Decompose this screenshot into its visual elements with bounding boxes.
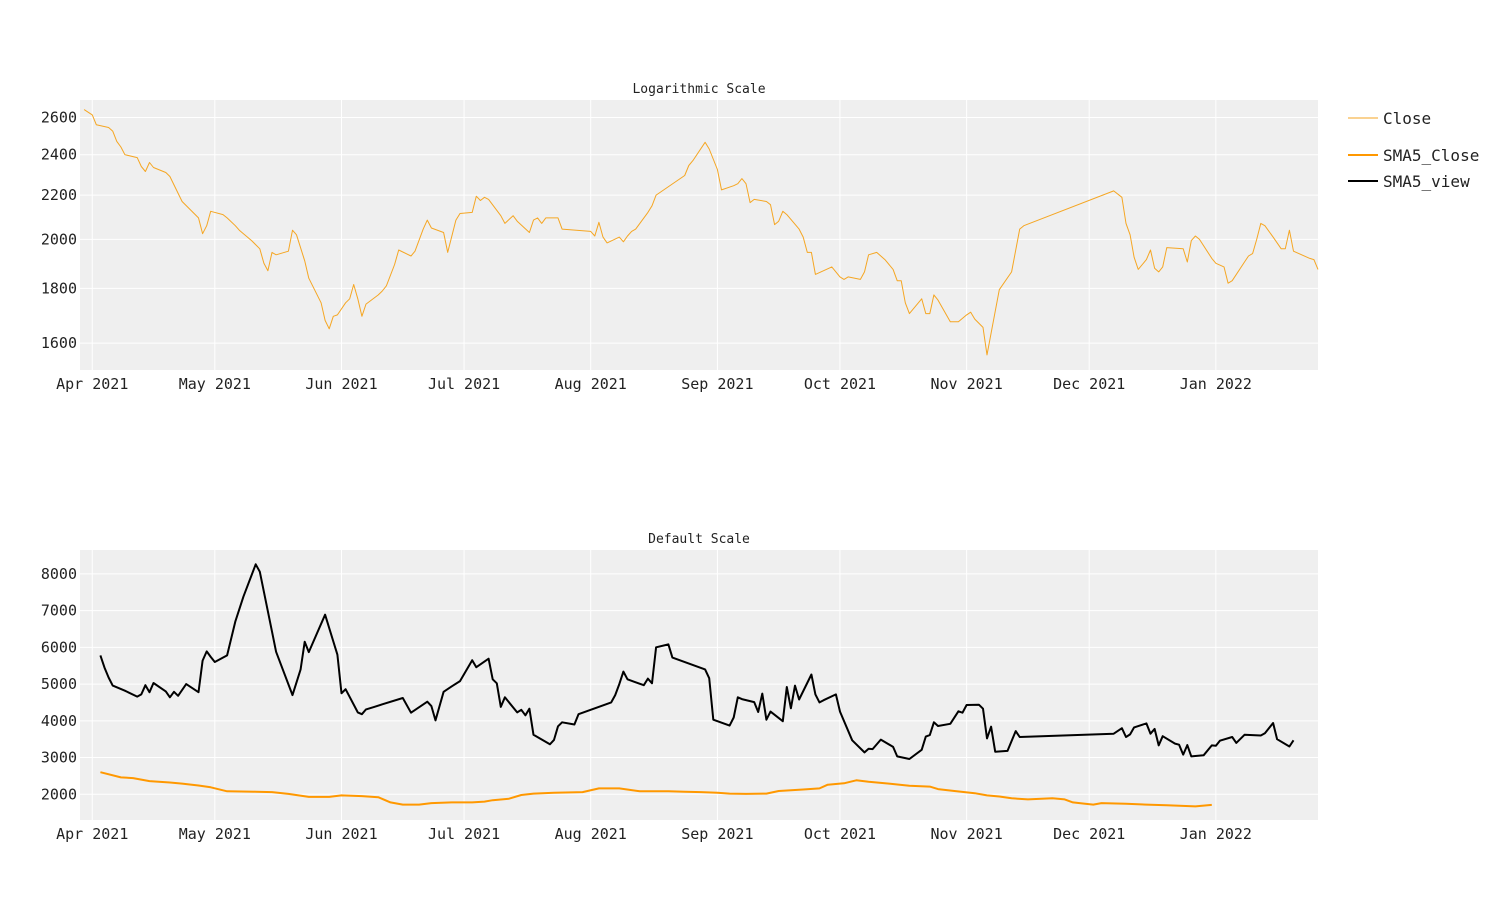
x-tick-label: Oct 2021 (804, 825, 876, 843)
y-tick-label: 2600 (41, 109, 77, 127)
y-tick-label: 2000 (41, 230, 77, 248)
x-tick-label: Jul 2021 (428, 375, 500, 393)
x-tick-label: Apr 2021 (56, 825, 128, 843)
x-tick-label: Jan 2022 (1180, 375, 1252, 393)
series-default (99, 563, 1295, 808)
x-tick-label: Aug 2021 (555, 825, 627, 843)
x-tick-label: Sep 2021 (681, 375, 753, 393)
y-tick-label: 2400 (41, 146, 77, 164)
plot-area-log (80, 100, 1318, 370)
series-line-sma5-view (99, 563, 1295, 760)
legend-item-sma5-view[interactable]: SMA5_view (1348, 172, 1470, 191)
chart-log-scale: Logarithmic Scale Apr 2021 May 2021 Jun 20… (41, 82, 1319, 393)
legend-item-sma5-close[interactable]: SMA5_Close (1348, 146, 1479, 165)
x-tick-label: Jan 2022 (1180, 825, 1252, 843)
axes-default: Apr 2021 May 2021 Jun 2021 Jul 2021 Aug 2021… (41, 565, 1252, 843)
grid-log (80, 100, 1318, 370)
x-tick-label: Nov 2021 (930, 375, 1002, 393)
y-tick-label: 1800 (41, 279, 77, 297)
x-tick-label: May 2021 (179, 375, 251, 393)
chart-title-log: Logarithmic Scale (632, 82, 765, 97)
legend[interactable]: Close SMA5_Close SMA5_view (1348, 109, 1479, 191)
y-tick-label: 7000 (41, 602, 77, 620)
legend-label: Close (1383, 109, 1431, 128)
x-tick-label: Jun 2021 (305, 825, 377, 843)
legend-label: SMA5_view (1383, 172, 1470, 191)
y-tick-label: 5000 (41, 675, 77, 693)
y-tick-label: 3000 (41, 749, 77, 767)
x-tick-label: Nov 2021 (930, 825, 1002, 843)
legend-item-close[interactable]: Close (1348, 109, 1431, 128)
y-tick-label: 4000 (41, 712, 77, 730)
x-tick-label: Aug 2021 (555, 375, 627, 393)
y-tick-label: 2200 (41, 186, 77, 204)
x-tick-label: Oct 2021 (804, 375, 876, 393)
x-tick-label: Jul 2021 (428, 825, 500, 843)
grid-default (80, 550, 1318, 820)
y-tick-label: 8000 (41, 565, 77, 583)
legend-label: SMA5_Close (1383, 146, 1479, 165)
x-tick-label: Dec 2021 (1053, 375, 1125, 393)
x-tick-label: Dec 2021 (1053, 825, 1125, 843)
series-log (83, 109, 1319, 356)
series-line-close (83, 109, 1319, 356)
axes-log: Apr 2021 May 2021 Jun 2021 Jul 2021 Aug 2021… (41, 109, 1252, 393)
x-tick-label: Apr 2021 (56, 375, 128, 393)
chart-title-default: Default Scale (648, 532, 750, 547)
y-tick-label: 1600 (41, 334, 77, 352)
x-tick-label: Sep 2021 (681, 825, 753, 843)
y-tick-label: 6000 (41, 638, 77, 656)
chart-default-scale: Default Scale Apr 2021 May 2021 Jun 2021 Ju… (41, 532, 1318, 843)
x-tick-label: May 2021 (179, 825, 251, 843)
y-tick-label: 2000 (41, 785, 77, 803)
x-tick-label: Jun 2021 (305, 375, 377, 393)
plot-area-default (80, 550, 1318, 820)
series-line-sma5-close (100, 771, 1212, 808)
